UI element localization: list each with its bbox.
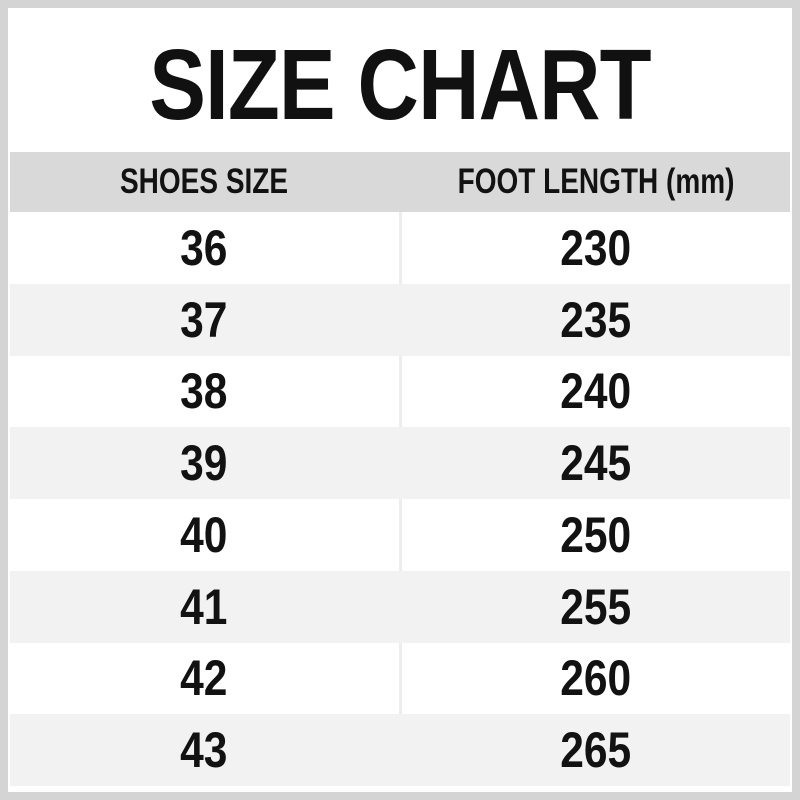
shoe-size-cell: 38: [180, 363, 228, 420]
foot-length-cell-wrap: 255: [399, 571, 791, 643]
shoe-size-cell-wrap: 43: [10, 714, 399, 786]
foot-length-cell-wrap: 230: [398, 212, 791, 284]
shoe-size-cell: 37: [180, 291, 228, 348]
shoe-size-cell-wrap: 40: [10, 499, 399, 571]
foot-length-cell: 260: [560, 650, 632, 707]
shoe-size-cell: 36: [180, 219, 228, 276]
foot-length-cell: 250: [560, 506, 632, 563]
foot-length-cell-wrap: 240: [398, 355, 791, 428]
page-title: SIZE CHART: [149, 29, 651, 141]
shoe-size-cell: 42: [180, 650, 228, 707]
shoe-size-cell-wrap: 39: [10, 427, 399, 499]
shoe-size-cell: 43: [180, 722, 228, 779]
shoe-size-cell: 39: [180, 435, 228, 492]
table-row: 43 265: [10, 714, 790, 786]
header-label-foot-length: FOOT LENGTH (mm): [457, 162, 735, 201]
foot-length-cell-wrap: 235: [399, 284, 791, 356]
table-row: 40 250: [10, 499, 790, 571]
size-table: SHOES SIZE FOOT LENGTH (mm) 36 230 37 23…: [10, 152, 790, 786]
header-cell-foot-length: FOOT LENGTH (mm): [399, 152, 791, 212]
foot-length-cell: 230: [560, 219, 632, 276]
foot-length-cell-wrap: 245: [399, 427, 791, 499]
shoe-size-cell: 41: [180, 578, 228, 635]
header-cell-shoes-size: SHOES SIZE: [10, 152, 399, 212]
table-row: 42 260: [10, 642, 791, 715]
table-row: 38 240: [10, 355, 791, 428]
table-row: 41 255: [10, 570, 791, 643]
foot-length-cell: 255: [560, 578, 632, 635]
foot-length-cell: 265: [560, 722, 632, 779]
size-chart-panel: SIZE CHART SHOES SIZE FOOT LENGTH (mm) 3…: [8, 8, 792, 792]
table-header-row: SHOES SIZE FOOT LENGTH (mm): [10, 152, 790, 212]
foot-length-cell-wrap: 260: [398, 642, 791, 715]
shoe-size-cell-wrap: 37: [10, 284, 399, 356]
table-row: 39 245: [10, 427, 790, 499]
foot-length-cell-wrap: 250: [398, 499, 791, 571]
shoe-size-cell-wrap: 38: [10, 356, 399, 428]
shoe-size-cell-wrap: 41: [10, 571, 399, 643]
table-row: 36 230: [10, 212, 790, 284]
foot-length-cell: 240: [560, 363, 632, 420]
foot-length-cell: 235: [560, 291, 632, 348]
shoe-size-cell-wrap: 36: [10, 212, 399, 284]
header-label-shoes-size: SHOES SIZE: [120, 162, 289, 201]
foot-length-cell: 245: [560, 435, 632, 492]
table-body: 36 230 37 235 38 240 39 245 40: [10, 212, 790, 786]
title-area: SIZE CHART: [8, 8, 792, 152]
shoe-size-cell-wrap: 42: [10, 643, 399, 715]
table-row: 37 235: [10, 283, 791, 356]
shoe-size-cell: 40: [180, 506, 228, 563]
foot-length-cell-wrap: 265: [399, 714, 791, 786]
